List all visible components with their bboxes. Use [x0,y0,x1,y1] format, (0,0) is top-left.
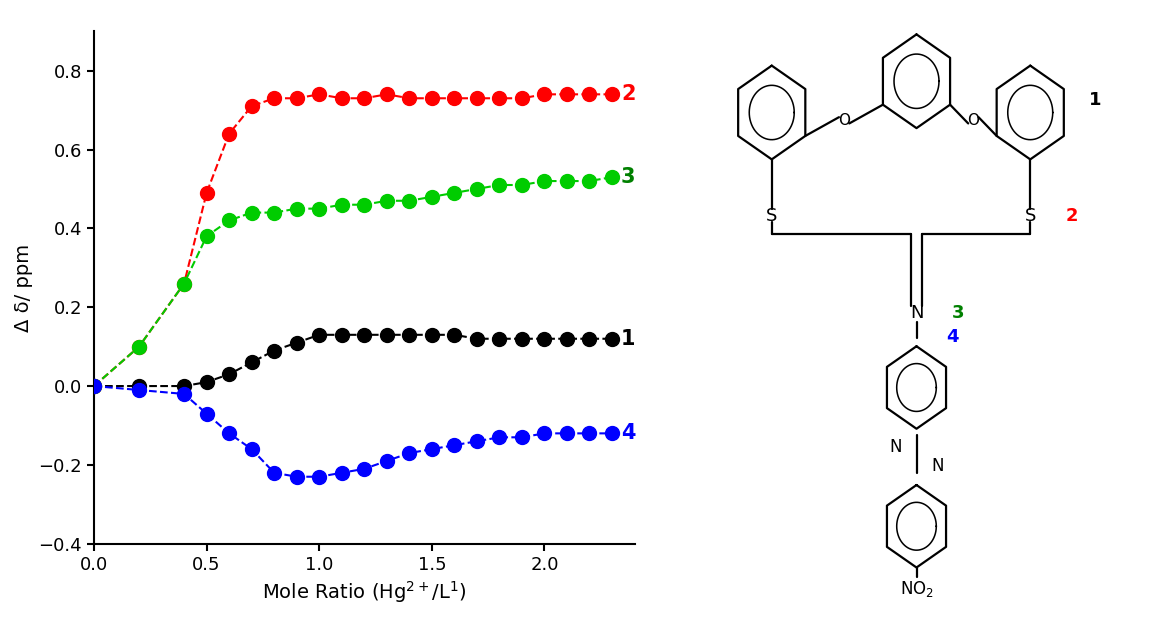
Text: N: N [909,304,924,321]
X-axis label: Mole Ratio (Hg$^{2+}$/L$^{1}$): Mole Ratio (Hg$^{2+}$/L$^{1}$) [262,579,466,605]
Text: O: O [967,112,980,128]
Text: S: S [1025,207,1036,224]
Text: S: S [766,207,778,224]
Y-axis label: Δ δ/ ppm: Δ δ/ ppm [14,243,33,331]
Text: 3: 3 [952,304,965,321]
Text: 2: 2 [620,84,636,104]
Text: O: O [838,112,851,128]
Text: 1: 1 [620,329,636,349]
Text: N: N [931,458,944,475]
Text: 1: 1 [1088,91,1101,109]
Text: NO$_2$: NO$_2$ [900,579,933,599]
Text: 4: 4 [620,423,636,443]
Text: 2: 2 [1066,207,1077,224]
Text: 4: 4 [946,329,959,346]
Text: N: N [889,439,902,456]
Text: 3: 3 [620,167,636,187]
